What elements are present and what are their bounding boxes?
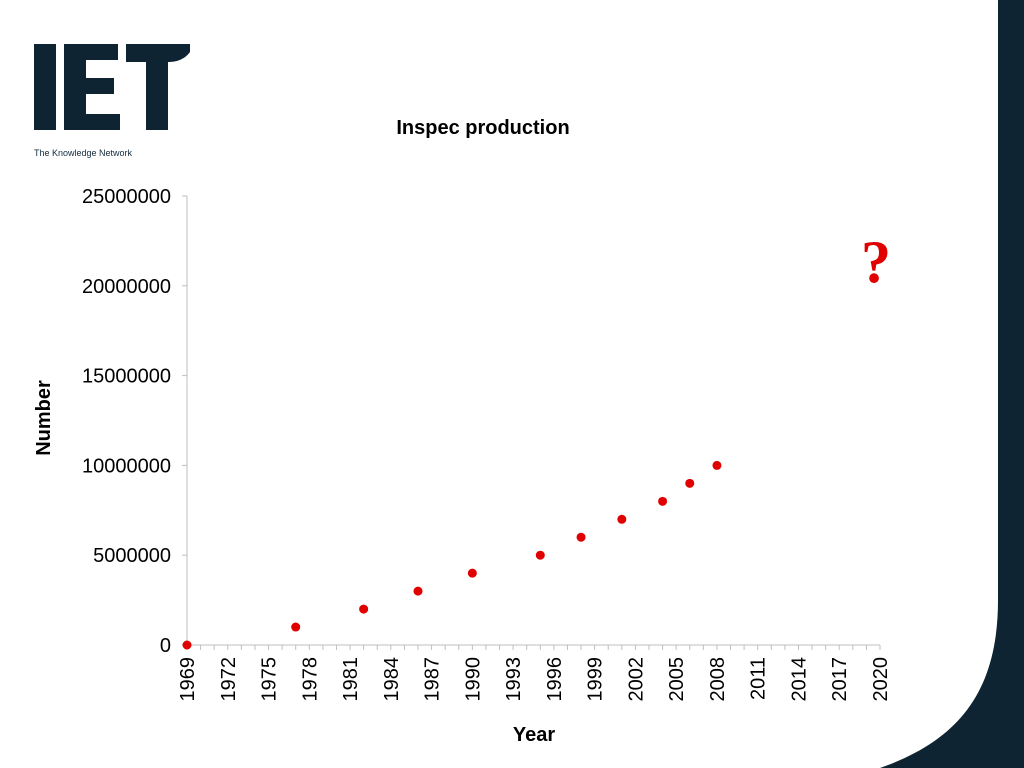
data-point [535,550,545,560]
logo-tagline: The Knowledge Network [34,148,133,158]
data-point [576,532,586,542]
axes [182,195,881,650]
data-point [359,604,369,614]
x-tick-label: 2011 [748,657,770,700]
x-tick-label: 1999 [585,657,607,702]
data-points [182,460,722,650]
y-tick-label: 10000000 [82,455,171,477]
data-point [467,568,477,578]
iet-logo [34,44,190,130]
y-tick-label: 25000000 [82,186,171,208]
x-tick-label: 1996 [544,657,566,702]
data-point [658,496,668,506]
x-tick-label: 1975 [259,657,281,702]
x-tick-label: 1972 [218,657,240,702]
x-tick-label: 1993 [503,657,525,702]
x-tick-label: 2017 [829,657,851,702]
x-tick-label: 1981 [340,657,362,702]
data-point [291,622,301,632]
x-tick-label: 1969 [177,657,199,702]
data-point [182,640,192,650]
x-axis-label: Year [513,724,555,746]
x-tick-label: 2014 [788,657,810,702]
chart-title: Inspec production [396,117,569,139]
x-tick-label: 1987 [422,657,444,702]
data-point [685,478,695,488]
data-point [413,586,423,596]
x-tick-labels: 1969 1972 1975 1978 1981 1984 1987 1990 1993 1996… [177,657,892,702]
y-tick-label: 20000000 [82,276,171,298]
y-axis-label: Number [33,380,55,456]
x-tick-label: 2008 [707,657,729,702]
y-tick-labels: 0 5000000 10000000 15000000 20000000 25000000 [82,186,171,657]
x-tick-label: 1990 [462,657,484,702]
x-tick-label: 2005 [666,657,688,702]
y-tick-label: 0 [160,635,171,657]
y-tick-label: 5000000 [93,545,171,567]
x-tick-label: 1978 [299,657,321,702]
x-tick-label: 1984 [381,657,403,702]
question-mark-annotation: ? [861,229,891,295]
y-tick-label: 15000000 [82,366,171,388]
data-point [617,514,627,524]
x-tick-label: 2002 [625,657,647,702]
x-tick-label: 2020 [870,657,892,702]
data-point [712,460,722,470]
